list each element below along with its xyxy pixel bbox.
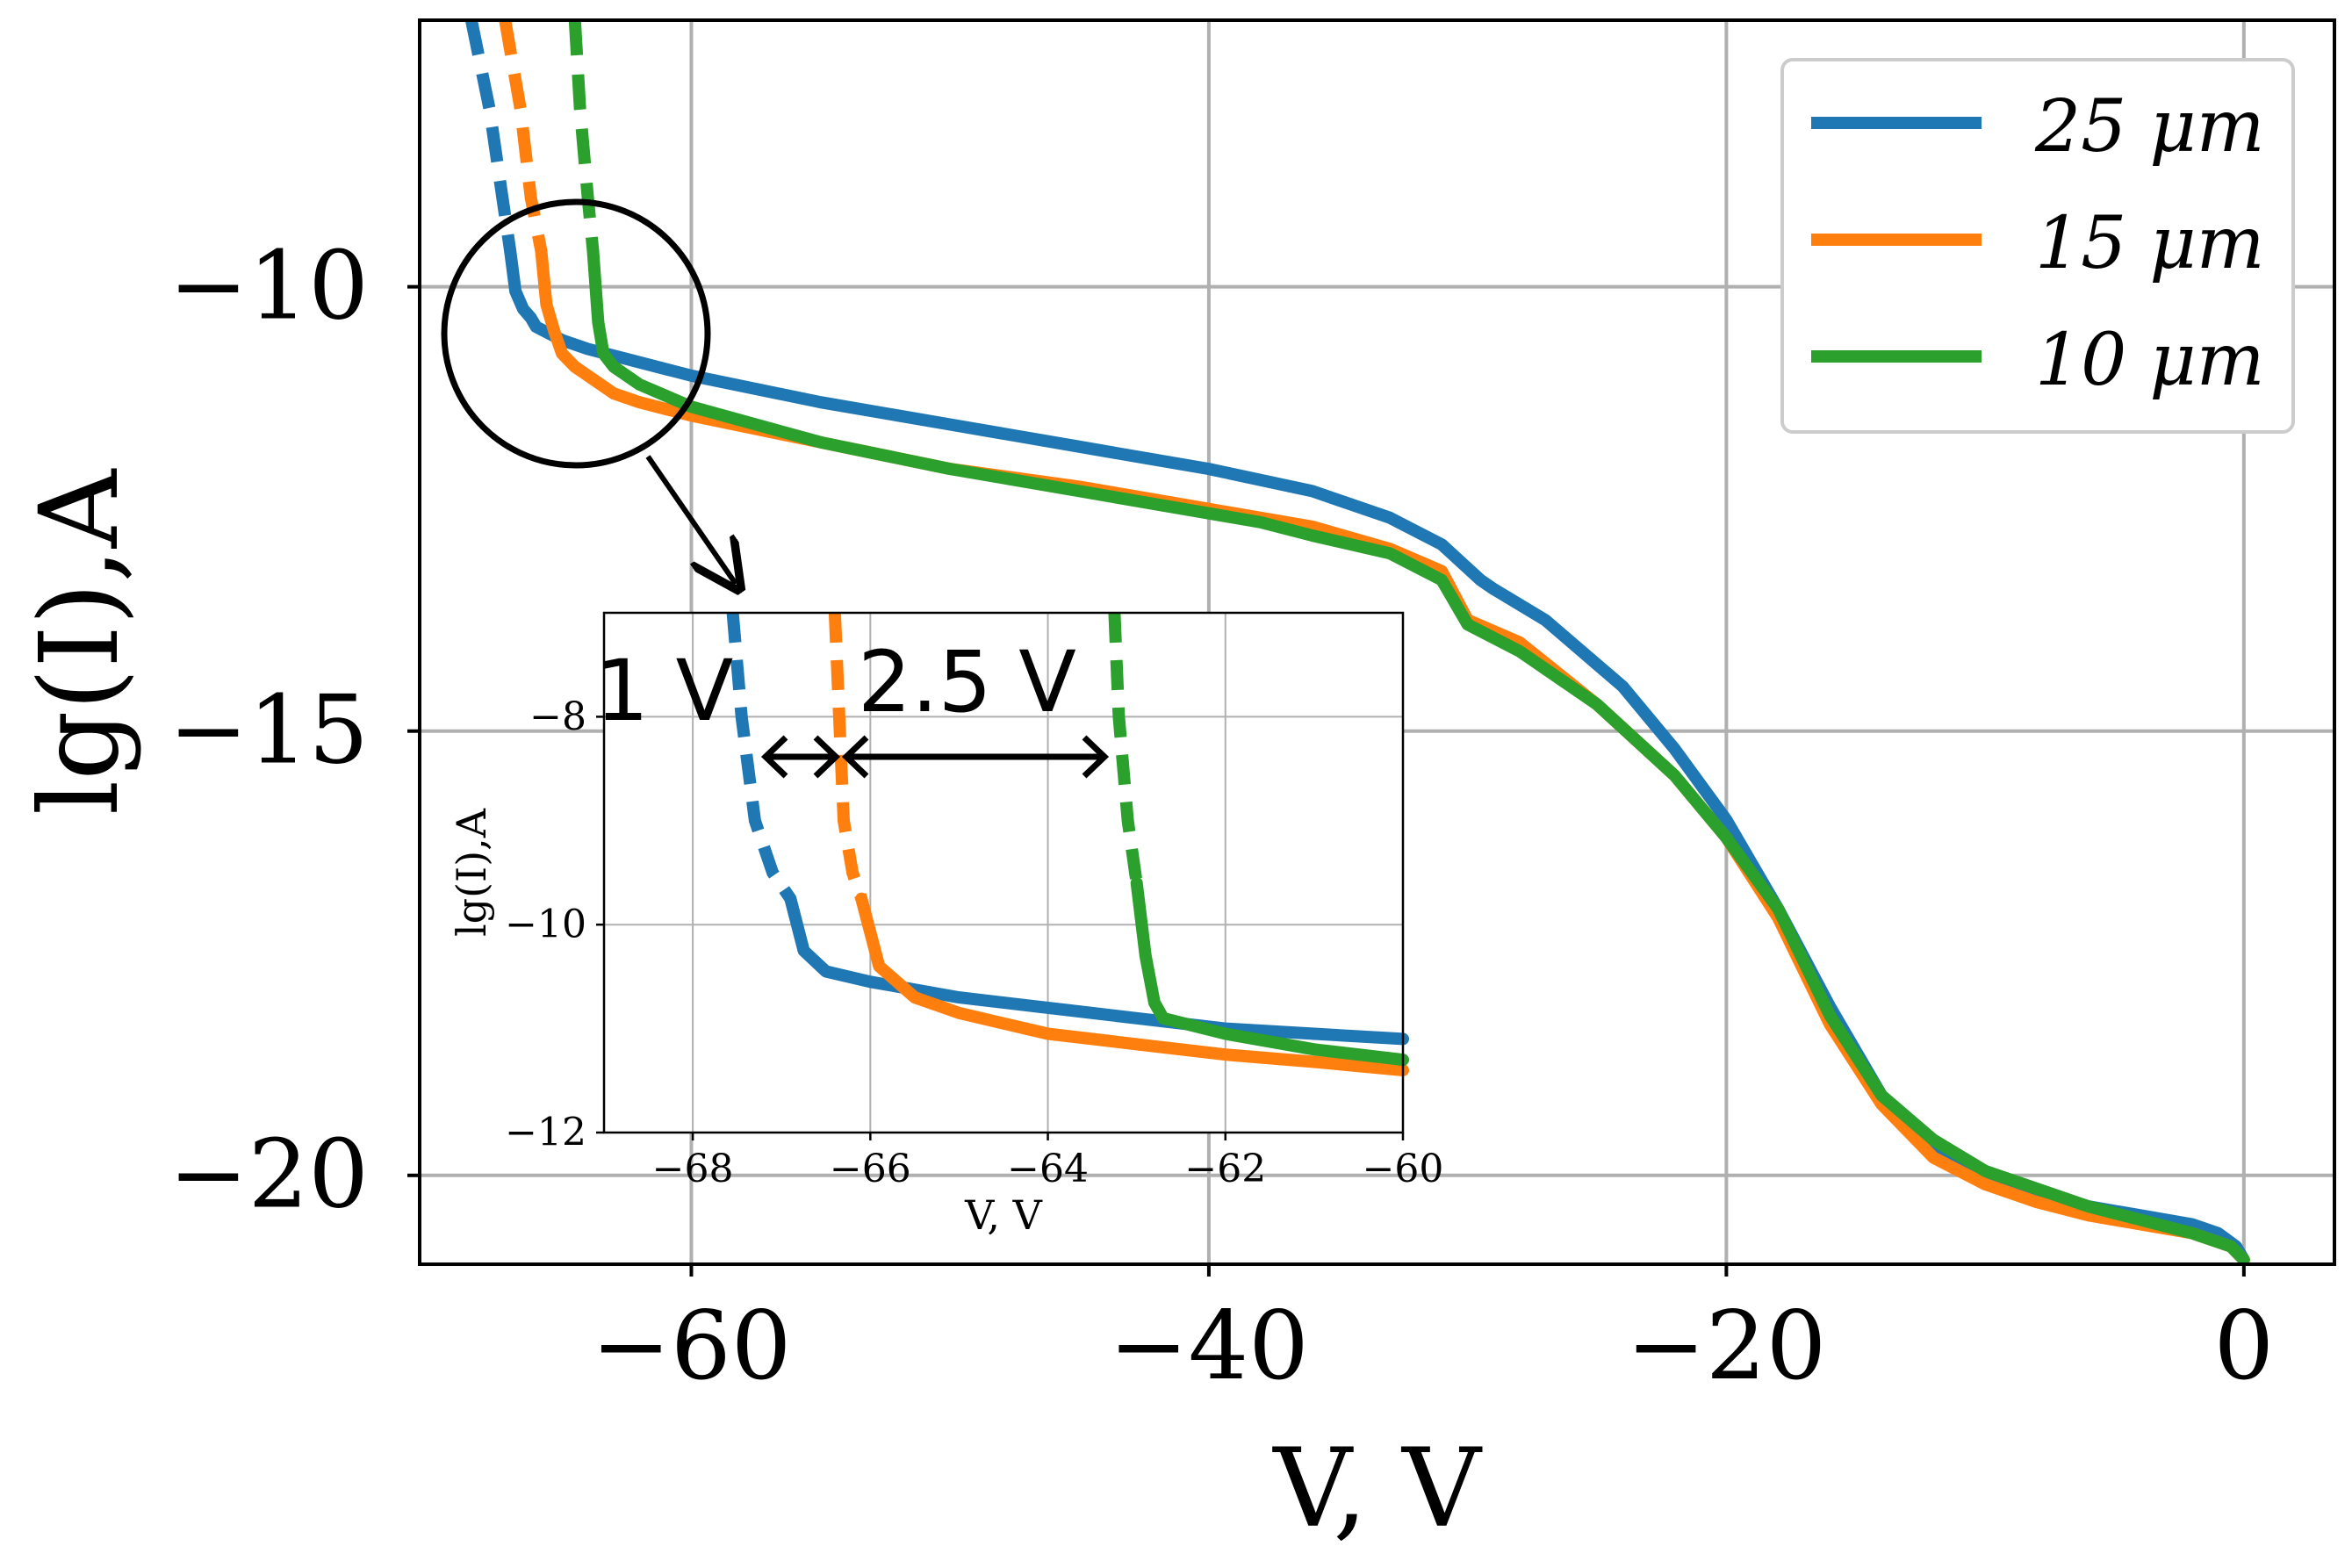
inset-series-25m-dashed	[726, 612, 796, 903]
main-y-axis-label: lg(I),A	[17, 468, 143, 815]
main-y-tick-label: −20	[169, 1119, 369, 1229]
legend: 25 μm 15 μm 10 μm	[1780, 58, 2295, 434]
inset-x-tick-label: −68	[652, 1147, 734, 1191]
legend-label-10um: 10 μm	[2035, 319, 2264, 402]
inset-y-tick-label: −8	[529, 694, 586, 739]
main-y-tick-label: −15	[169, 675, 369, 785]
main-series-lines	[465, 18, 2250, 1266]
inset-y-tick-label: −10	[505, 903, 586, 947]
inset-x-axis-label: V, V	[964, 1191, 1042, 1239]
inset-tick-labels: −68 −66 −64 −62 −60 −8 −10 −12	[505, 694, 1443, 1191]
main-series-10m-dashed	[568, 19, 600, 252]
inset-series-15m-dashed	[828, 612, 867, 901]
main-x-tick-label: −20	[1626, 1291, 1826, 1401]
main-tick-labels: −60 −40 −20 0 −10 −15 −20	[169, 231, 2274, 1401]
zoom-arrow	[645, 455, 736, 584]
gap-arrow-2-5v-right-head	[1082, 735, 1110, 779]
annotation-1v: 1 V	[595, 642, 733, 740]
inset-x-tick-label: −66	[830, 1147, 911, 1191]
inset-y-axis-label: lg(I),A	[448, 808, 495, 937]
legend-label-15um: 15 μm	[2035, 202, 2264, 285]
legend-box	[1780, 58, 2295, 434]
inset-plot-frame	[602, 611, 1405, 1134]
zoom-circle	[441, 198, 711, 469]
main-x-tick-label: −60	[592, 1291, 792, 1401]
inset-chart: −68 −66 −64 −62 −60 −8 −10 −12 V, V lg(I),A 1 V…	[448, 611, 1443, 1239]
main-series-25m-dashed	[465, 18, 517, 253]
gap-arrow-1v-right-head	[813, 735, 841, 779]
main-y-tick-label: −10	[169, 231, 369, 341]
inset-series-10m	[1130, 876, 1409, 1067]
inset-x-tick-label: −62	[1184, 1147, 1266, 1191]
inset-x-tick-label: −64	[1007, 1147, 1089, 1191]
gap-arrow-1v-left-head	[760, 735, 788, 779]
annotation-2-5v: 2.5 V	[858, 633, 1076, 731]
main-series-15m-dashed	[499, 18, 548, 253]
main-x-tick-label: 0	[2213, 1291, 2274, 1401]
main-plot-frame	[418, 18, 2336, 1266]
legend-label-25um: 25 μm	[2034, 85, 2264, 169]
inset-series-25m	[784, 892, 1409, 1046]
inset-series-lines	[726, 612, 1409, 1076]
main-series-10m	[586, 245, 2250, 1266]
inset-series-10m-dashed	[1108, 612, 1143, 884]
main-x-axis-label: V, V	[1271, 1426, 1483, 1552]
inset-x-tick-label: −60	[1363, 1147, 1444, 1191]
inset-series-15m	[855, 892, 1409, 1076]
main-x-tick-label: −40	[1109, 1291, 1309, 1401]
inset-y-tick-label: −12	[505, 1111, 586, 1155]
gap-arrow-2-5v-left-head	[841, 735, 869, 779]
